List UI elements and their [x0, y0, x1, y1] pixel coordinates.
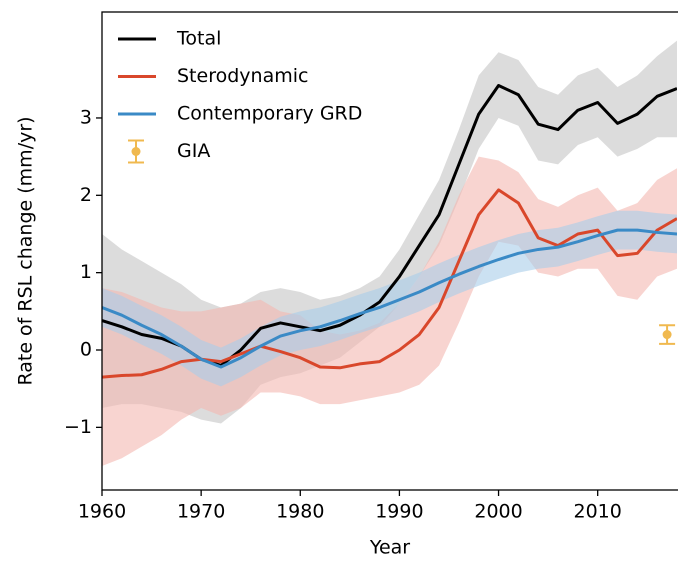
error-point — [659, 324, 676, 345]
legend-label: Total — [176, 28, 221, 50]
series-line — [102, 228, 677, 369]
legend-label: Sterodynamic — [177, 65, 308, 87]
error-bar-part — [662, 330, 672, 340]
plot-area — [102, 40, 677, 467]
x-tick-label: 1990 — [375, 501, 423, 523]
plot-frame — [101, 11, 678, 491]
legend-swatch — [131, 147, 141, 156]
legend-label: GIA — [177, 140, 210, 162]
y-tick-label: 1 — [80, 261, 92, 283]
x-axis-label: Year — [369, 537, 410, 559]
x-tick-label: 2010 — [574, 501, 622, 523]
x-tick-label: 2000 — [474, 501, 522, 523]
series-line — [102, 188, 677, 379]
y-tick-label: 3 — [80, 106, 92, 128]
legend-label: Contemporary GRD — [177, 103, 362, 125]
y-tick-label: 0 — [80, 339, 92, 361]
x-tick-label: 1980 — [276, 501, 324, 523]
y-axis-label: Rate of RSL change (mm/yr) — [15, 116, 37, 385]
y-tick-label: 2 — [80, 184, 92, 206]
x-tick-label: 1970 — [177, 501, 225, 523]
x-tick-label: 1960 — [78, 501, 126, 523]
y-tick-label: −1 — [64, 416, 92, 438]
